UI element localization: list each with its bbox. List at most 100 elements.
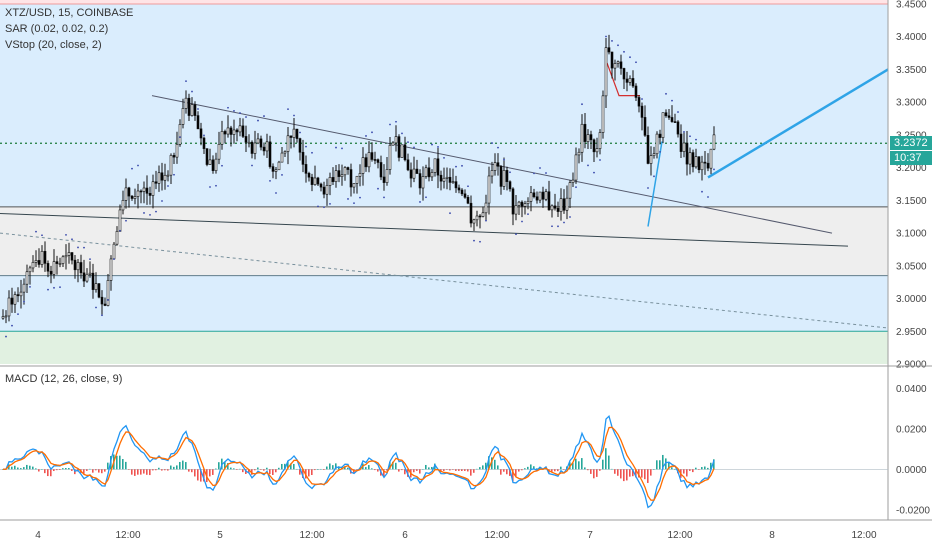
candle-body	[247, 141, 251, 144]
sar-dot	[485, 219, 487, 222]
sar-dot	[665, 92, 667, 95]
sar-dot	[647, 187, 649, 189]
candle-body	[574, 154, 578, 181]
macd-hist-bar	[296, 468, 298, 470]
candle-body	[13, 294, 17, 305]
macd-hist-bar	[116, 455, 118, 470]
macd-hist-bar	[386, 469, 388, 471]
sar-dot	[437, 146, 439, 148]
macd-hist-bar	[698, 469, 700, 470]
candle-body	[223, 131, 227, 135]
candle-body	[199, 128, 203, 139]
candle-body	[37, 260, 41, 265]
sar-dot	[47, 288, 49, 291]
sar-legend[interactable]: SAR (0.02, 0.02, 0.2)	[5, 23, 109, 35]
time-tick-label: 8	[769, 530, 775, 541]
macd-hist-bar	[470, 469, 472, 476]
sar-dot	[77, 246, 79, 249]
candle-body	[514, 205, 518, 215]
candle-body	[613, 63, 617, 69]
candle-body	[688, 152, 692, 165]
sar-dot	[35, 230, 37, 233]
macd-hist-bar	[266, 467, 268, 470]
candle-body	[61, 256, 65, 264]
candle-body	[616, 61, 620, 64]
macd-hist-bar	[227, 463, 229, 470]
macd-hist-bar	[632, 469, 634, 477]
macd-hist-bar	[533, 466, 535, 470]
candle-body	[565, 197, 569, 211]
candle-body	[625, 78, 629, 83]
macd-hist-bar	[17, 467, 19, 470]
sar-dot	[599, 159, 601, 161]
macd-legend[interactable]: MACD (12, 26, close, 9)	[5, 373, 123, 385]
sar-dot	[515, 233, 517, 236]
candle-body	[46, 263, 50, 272]
vstop-legend[interactable]: VStop (20, close, 2)	[5, 39, 102, 51]
candle-body	[358, 173, 362, 177]
macd-hist-bar	[662, 454, 664, 470]
candle-body	[412, 168, 416, 179]
macd-hist-bar	[371, 468, 373, 470]
macd-hist-bar	[104, 469, 106, 472]
macd-hist-bar	[35, 468, 37, 470]
sar-dot	[191, 90, 193, 93]
macd-hist-bar	[239, 468, 241, 470]
candle-body	[451, 181, 455, 183]
candle-body	[604, 47, 608, 97]
candle-body	[640, 105, 644, 118]
candle-body	[88, 272, 92, 275]
macd-hist-bar	[332, 465, 334, 470]
candle-body	[241, 125, 245, 137]
macd-hist-bar	[356, 469, 358, 470]
sar-dot	[533, 172, 535, 175]
candle-body	[436, 158, 440, 176]
macd-hist-bar	[374, 469, 376, 471]
macd-hist-bar	[194, 469, 196, 477]
candle-body	[400, 144, 404, 158]
macd-hist-bar	[497, 465, 499, 470]
macd-hist-bar	[188, 469, 190, 472]
macd-hist-bar	[473, 469, 475, 473]
sar-dot	[203, 134, 205, 137]
macd-hist-bar	[167, 469, 169, 471]
candle-body	[49, 270, 53, 275]
sar-dot	[521, 220, 523, 223]
candle-body	[97, 283, 101, 298]
candle-body	[109, 258, 113, 281]
sar-dot	[287, 108, 289, 111]
candle-body	[100, 296, 104, 305]
macd-hist-bar	[635, 469, 637, 478]
macd-hist-bar	[527, 466, 529, 470]
candle-body	[181, 108, 185, 125]
candle-body	[319, 183, 323, 188]
candle-body	[10, 297, 14, 305]
trend-lines	[0, 62, 889, 329]
macd-hist-bar	[41, 469, 43, 470]
macd-hist-bar	[368, 465, 370, 470]
macd-hist-bar	[335, 463, 337, 470]
candle-body	[118, 209, 122, 232]
symbol-legend[interactable]: XTZ/USD, 15, COINBASE	[5, 7, 134, 19]
candle-body	[430, 172, 434, 178]
candle-body	[121, 200, 125, 211]
candle-body	[253, 142, 257, 154]
candle-body	[661, 112, 665, 138]
candle-body	[562, 198, 566, 211]
candle-body	[706, 162, 710, 169]
sar-dot	[695, 138, 697, 141]
macd-hist-bar	[443, 469, 445, 471]
candle-body	[70, 252, 74, 261]
signal-line	[2, 426, 715, 501]
candle-body	[448, 176, 452, 183]
candle-body	[133, 196, 137, 199]
macd-hist-bar	[248, 469, 250, 474]
zone-green-4	[0, 331, 888, 364]
macd-hist-bar	[629, 469, 631, 477]
macd-hist-bar	[644, 469, 646, 480]
candle-body	[382, 176, 386, 183]
macd-hist-bar	[701, 467, 703, 470]
sar-dot	[683, 130, 685, 133]
candle-body	[28, 267, 32, 273]
